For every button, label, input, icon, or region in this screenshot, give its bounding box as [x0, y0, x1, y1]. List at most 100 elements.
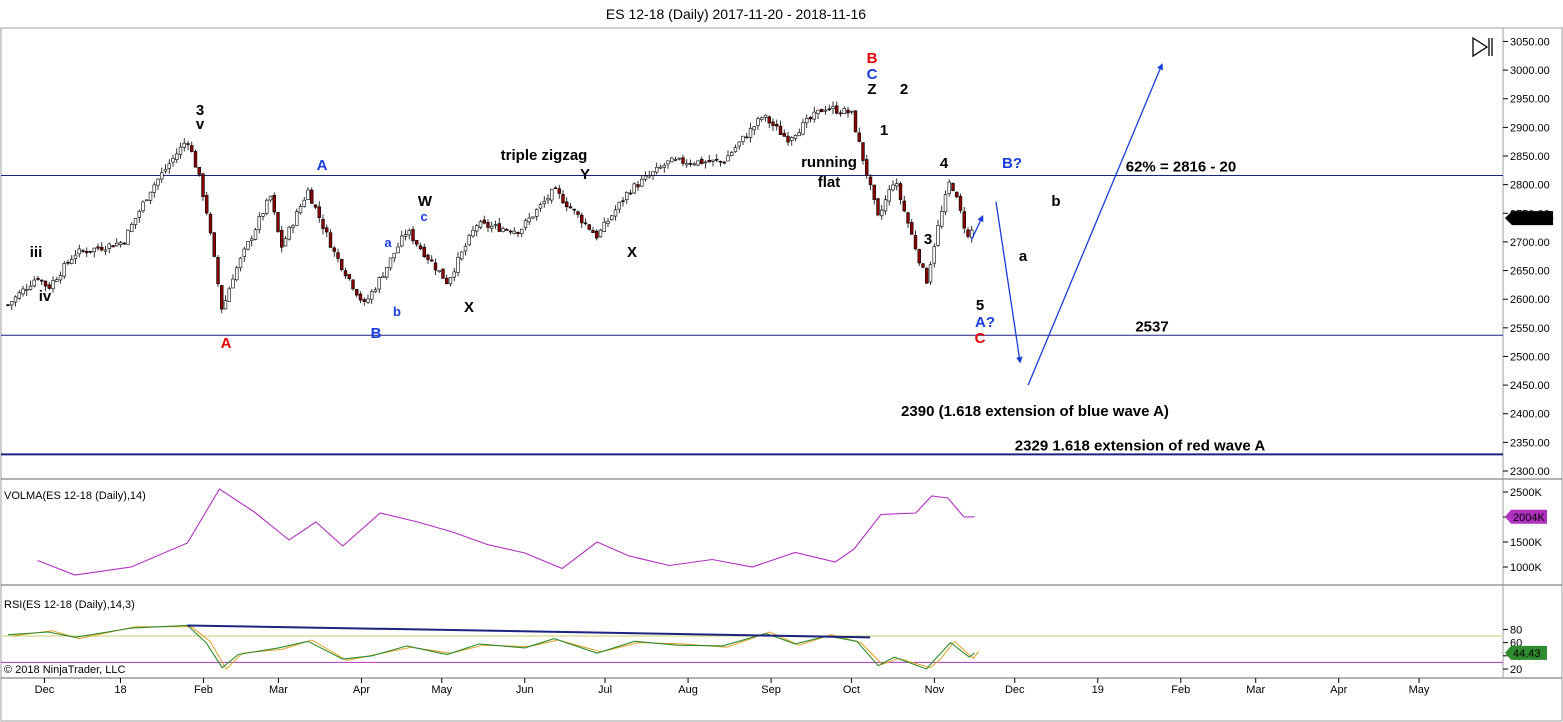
candle-body [66, 261, 70, 264]
candle-body [351, 279, 355, 290]
wave-label: c [420, 209, 427, 224]
scroll-to-end-button[interactable] [1470, 36, 1496, 58]
candle-body [171, 157, 175, 163]
candle-body [692, 163, 696, 166]
level-label: 62% = 2816 - 20 [1126, 158, 1237, 175]
candle-body [415, 240, 419, 245]
candle-body [520, 228, 524, 234]
candle-body [272, 195, 276, 213]
candle-body [741, 135, 745, 142]
price-candles [6, 101, 974, 314]
candle-body [130, 224, 134, 232]
candle-body [602, 221, 606, 232]
candle-body [771, 121, 775, 126]
chart-frame [0, 27, 1563, 722]
level-label: 2329 1.618 extension of red wave A [1015, 437, 1266, 454]
candle-body [883, 199, 888, 212]
candle-body [595, 230, 599, 239]
candle-body [745, 136, 749, 139]
candle-body [760, 117, 764, 120]
candle-body [433, 262, 438, 271]
wave-label: 1 [880, 122, 888, 139]
candle-body [197, 166, 201, 175]
price-tick-label: 2800.00 [1510, 180, 1550, 192]
candle-body [580, 214, 584, 224]
candle-body [801, 122, 805, 135]
price-tick-label: 2650.00 [1510, 266, 1550, 278]
candle-body [512, 230, 516, 234]
candle-body [370, 291, 374, 300]
candle-body [651, 171, 655, 176]
candle-body [898, 183, 903, 201]
candle-body [715, 158, 719, 161]
x-tick-label: Dec [1005, 684, 1025, 696]
candle-body [186, 143, 190, 145]
candle-body [737, 141, 741, 147]
wave-label: Z [867, 81, 876, 98]
candle-body [928, 264, 933, 283]
candle-body [677, 157, 681, 160]
candle-body [253, 229, 258, 240]
candle-body [542, 200, 546, 204]
candle-body [808, 117, 813, 120]
candle-body [10, 301, 14, 306]
candle-body [955, 191, 959, 198]
candle-body [726, 155, 730, 162]
rsi-last-value: 44.43 [1513, 648, 1541, 660]
x-tick-label: Apr [353, 684, 370, 696]
wave-label: A [221, 335, 232, 352]
candle-body [572, 208, 576, 211]
candle-body [21, 288, 25, 295]
candle-body [730, 152, 734, 156]
candle-body [613, 209, 618, 217]
candle-body [733, 147, 738, 153]
candle-body [257, 216, 261, 230]
candle-body [430, 259, 434, 262]
projection-arrows [971, 63, 1163, 386]
candle-body [385, 266, 389, 278]
candle-body [647, 175, 651, 178]
price-levels: 62% = 2816 - 20 2537 2329 1.618 extension … [1, 158, 1503, 456]
candle-body [752, 126, 756, 131]
candle-body [681, 157, 685, 164]
price-tick-label: 2850.00 [1510, 151, 1550, 163]
candle-body [880, 209, 884, 217]
candle-body [493, 224, 498, 226]
candle-body [805, 118, 809, 124]
candle-body [917, 249, 921, 264]
candle-body [583, 222, 588, 225]
candle-body [160, 172, 164, 180]
x-tick-label: Dec [35, 684, 55, 696]
candle-body [81, 250, 85, 252]
wave-label: iii [30, 244, 43, 261]
candle-body [816, 109, 820, 115]
rsi-label: RSI(ES 12-18 (Daily),14,3) [4, 599, 135, 611]
wave-label: v [196, 116, 205, 133]
candle-body [388, 257, 393, 269]
price-tick-label: 2950.00 [1510, 94, 1550, 106]
candle-body [298, 206, 303, 214]
candle-body [156, 178, 160, 186]
rsi-panel: 2040608044.43 [1, 624, 1547, 676]
candle-body [505, 229, 509, 231]
candle-body [216, 257, 220, 285]
candle-body [902, 200, 906, 212]
wave-label: iv [39, 288, 52, 305]
candle-body [857, 132, 861, 142]
wave-label: 5 [976, 297, 984, 314]
copyright-label: © 2018 NinjaTrader, LLC [4, 664, 125, 676]
candle-body [100, 246, 104, 251]
candle-body [295, 211, 299, 226]
candle-body [703, 161, 708, 164]
candle-body [246, 241, 250, 250]
candle-body [362, 299, 366, 302]
candle-body [823, 109, 828, 112]
price-tick-label: 2500.00 [1510, 351, 1550, 363]
candle-body [910, 222, 914, 235]
candle-body [827, 108, 831, 111]
x-tick-label: Feb [194, 684, 213, 696]
candle-body [306, 189, 310, 200]
rsi-line [7, 624, 975, 670]
rsi-tick-label: 80 [1510, 624, 1522, 636]
